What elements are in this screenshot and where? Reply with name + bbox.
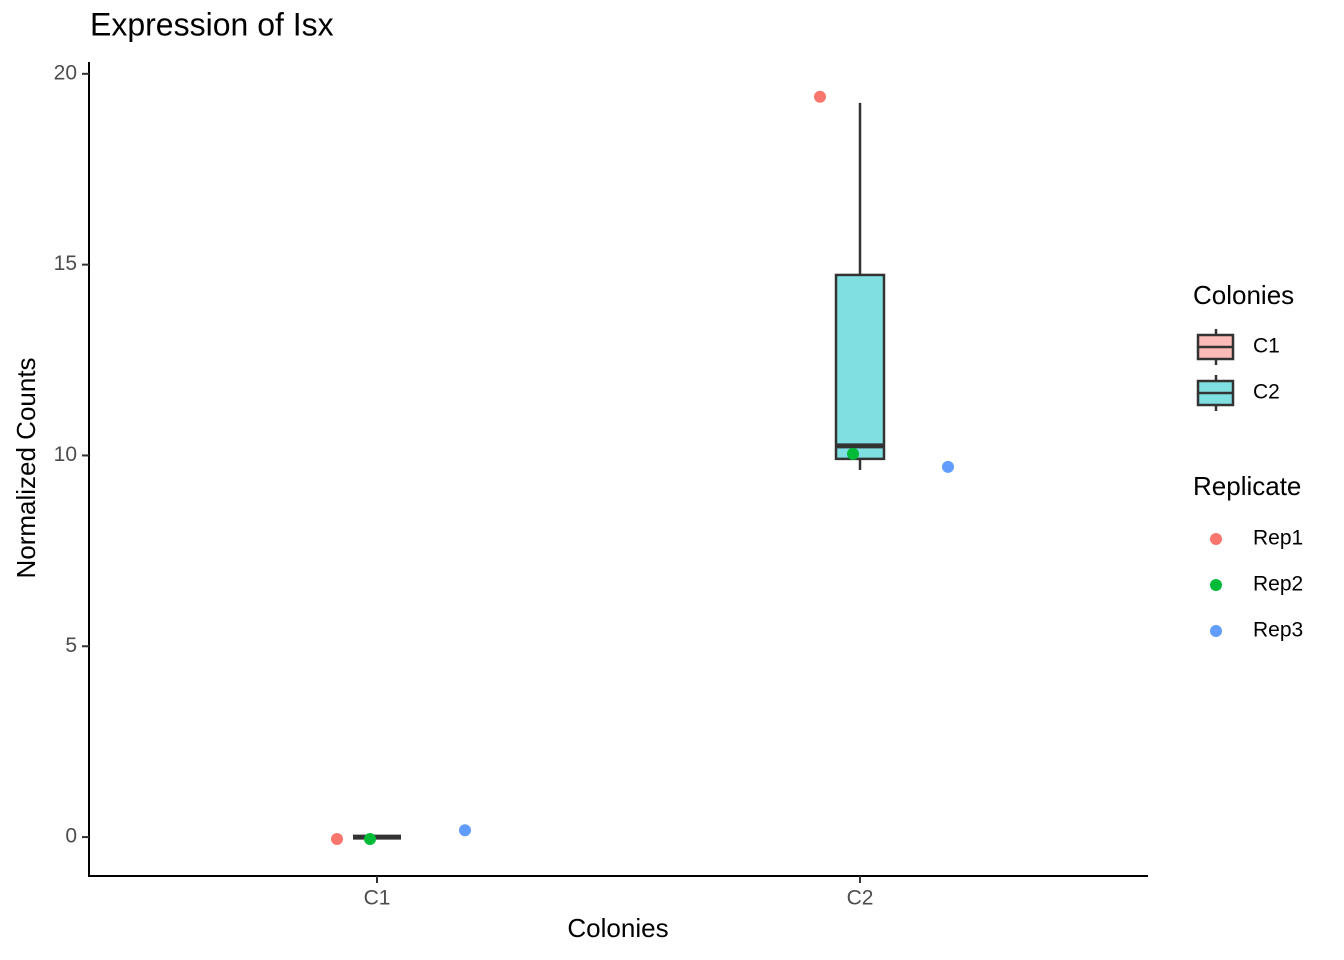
point bbox=[814, 90, 826, 103]
y-axis-title: Normalized Counts bbox=[11, 357, 41, 578]
legend-title: Colonies bbox=[1193, 280, 1294, 310]
chart-title: Expression of Isx bbox=[90, 6, 334, 42]
legend-key bbox=[1210, 533, 1222, 545]
y-tick-label: 20 bbox=[54, 61, 77, 84]
y-tick-label: 0 bbox=[65, 825, 77, 848]
legend-label: C2 bbox=[1253, 381, 1280, 404]
point bbox=[459, 824, 471, 837]
legend-key bbox=[1210, 579, 1222, 591]
point bbox=[847, 447, 859, 460]
legend-label: C1 bbox=[1253, 335, 1280, 358]
point bbox=[364, 832, 376, 845]
x-tick-label: C1 bbox=[364, 887, 391, 910]
legend-label: Rep3 bbox=[1253, 619, 1303, 642]
legend-key bbox=[1210, 625, 1222, 637]
point bbox=[331, 832, 343, 845]
legend-title: Replicate bbox=[1193, 471, 1301, 501]
y-tick-label: 15 bbox=[54, 252, 77, 275]
legend-label: Rep1 bbox=[1253, 527, 1303, 550]
x-axis-title: Colonies bbox=[567, 913, 668, 943]
legend-label: Rep2 bbox=[1253, 573, 1303, 596]
y-tick-label: 5 bbox=[65, 634, 77, 657]
point bbox=[942, 460, 954, 473]
y-tick-label: 10 bbox=[54, 443, 77, 466]
box bbox=[834, 273, 886, 461]
x-tick-label: C2 bbox=[847, 887, 874, 910]
